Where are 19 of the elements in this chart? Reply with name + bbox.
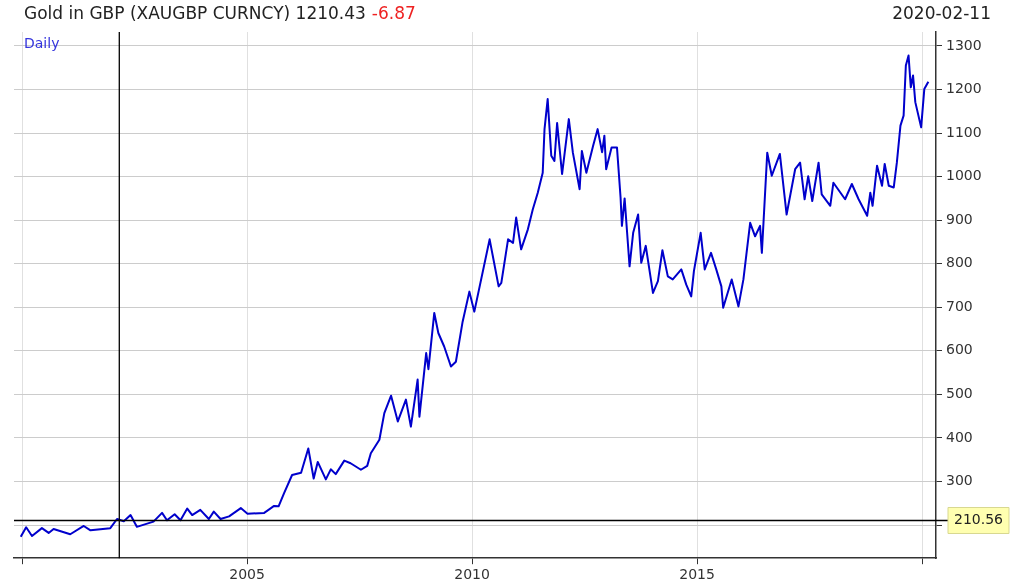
x-tick-label: 2010: [454, 566, 490, 583]
text: 2020-02-11: [892, 3, 991, 23]
chart-title: Gold in GBP (XAUGBP CURNCY) 1210.43: [24, 3, 366, 23]
y-tick-label: 500: [946, 385, 973, 402]
y-tick-label: 1300: [946, 36, 982, 53]
y-tick-label: 900: [946, 210, 973, 227]
ref-line-label: 210.56: [954, 511, 1004, 528]
y-tick-label: 700: [946, 297, 973, 314]
chart-subtitle: -6.87: [371, 3, 416, 23]
y-tick-label: 1000: [946, 167, 982, 184]
annotation: Daily: [24, 34, 60, 51]
y-tick-label: 400: [946, 428, 973, 445]
y-tick-label: 300: [946, 472, 973, 489]
y-tick-label: 800: [946, 254, 973, 271]
x-tick-label: 2015: [679, 566, 715, 583]
y-tick-label: 1100: [946, 123, 982, 140]
y-tick-label: 600: [946, 341, 973, 358]
x-tick-label: 2005: [229, 566, 265, 583]
y-tick-label: 1200: [946, 80, 982, 97]
